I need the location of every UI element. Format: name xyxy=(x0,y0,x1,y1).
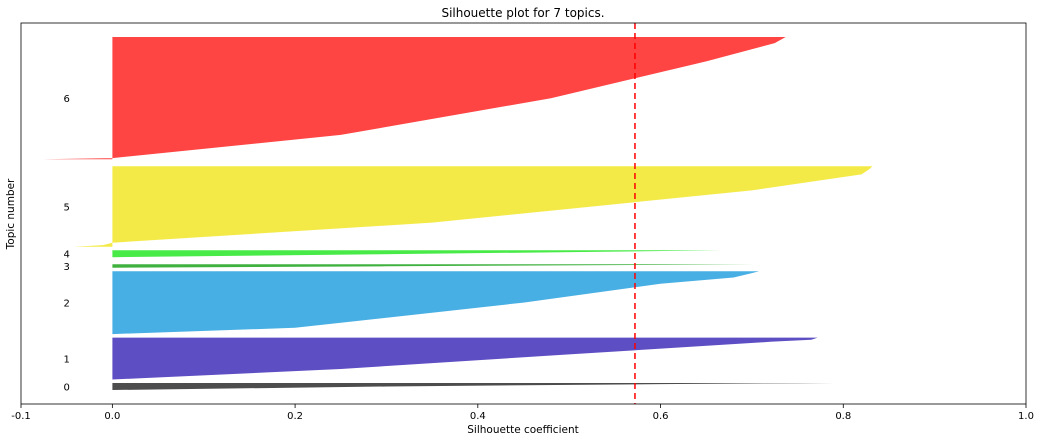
cluster-area-3 xyxy=(112,264,755,268)
cluster-label-3: 3 xyxy=(63,262,69,273)
chart-title: Silhouette plot for 7 topics. xyxy=(441,6,604,20)
cluster-area-1 xyxy=(112,337,818,380)
x-tick-label: 0.0 xyxy=(104,411,120,422)
x-tick-label: 0.6 xyxy=(653,411,669,422)
x-tick-label: 0.2 xyxy=(287,411,303,422)
cluster-label-1: 1 xyxy=(63,355,69,366)
x-tick-label: -0.1 xyxy=(11,411,31,422)
x-axis-label: Silhouette coefficient xyxy=(467,424,578,436)
plot-frame xyxy=(20,22,1027,405)
cluster-label-5: 5 xyxy=(63,203,69,214)
cluster-label-4: 4 xyxy=(63,250,69,261)
x-axis-ticks: -0.1 0.0 0.2 0.4 0.6 0.8 1.0 xyxy=(11,404,1034,422)
cluster-label-6: 6 xyxy=(63,94,69,105)
cluster-labels: 0 1 2 34 5 6 xyxy=(63,94,69,393)
y-axis-label: Topic number xyxy=(5,178,17,250)
x-tick-label: 0.8 xyxy=(835,411,851,422)
x-tick-label: 1.0 xyxy=(1018,411,1034,422)
cluster-area-5 xyxy=(74,166,873,247)
cluster-label-0: 0 xyxy=(63,383,69,394)
cluster-area-4 xyxy=(112,250,721,258)
cluster-area-6 xyxy=(42,37,786,160)
cluster-label-2: 2 xyxy=(63,299,69,310)
cluster-area-2 xyxy=(112,271,760,335)
cluster-areas xyxy=(42,37,873,390)
x-tick-label: 0.4 xyxy=(470,411,486,422)
cluster-area-0 xyxy=(112,383,835,390)
